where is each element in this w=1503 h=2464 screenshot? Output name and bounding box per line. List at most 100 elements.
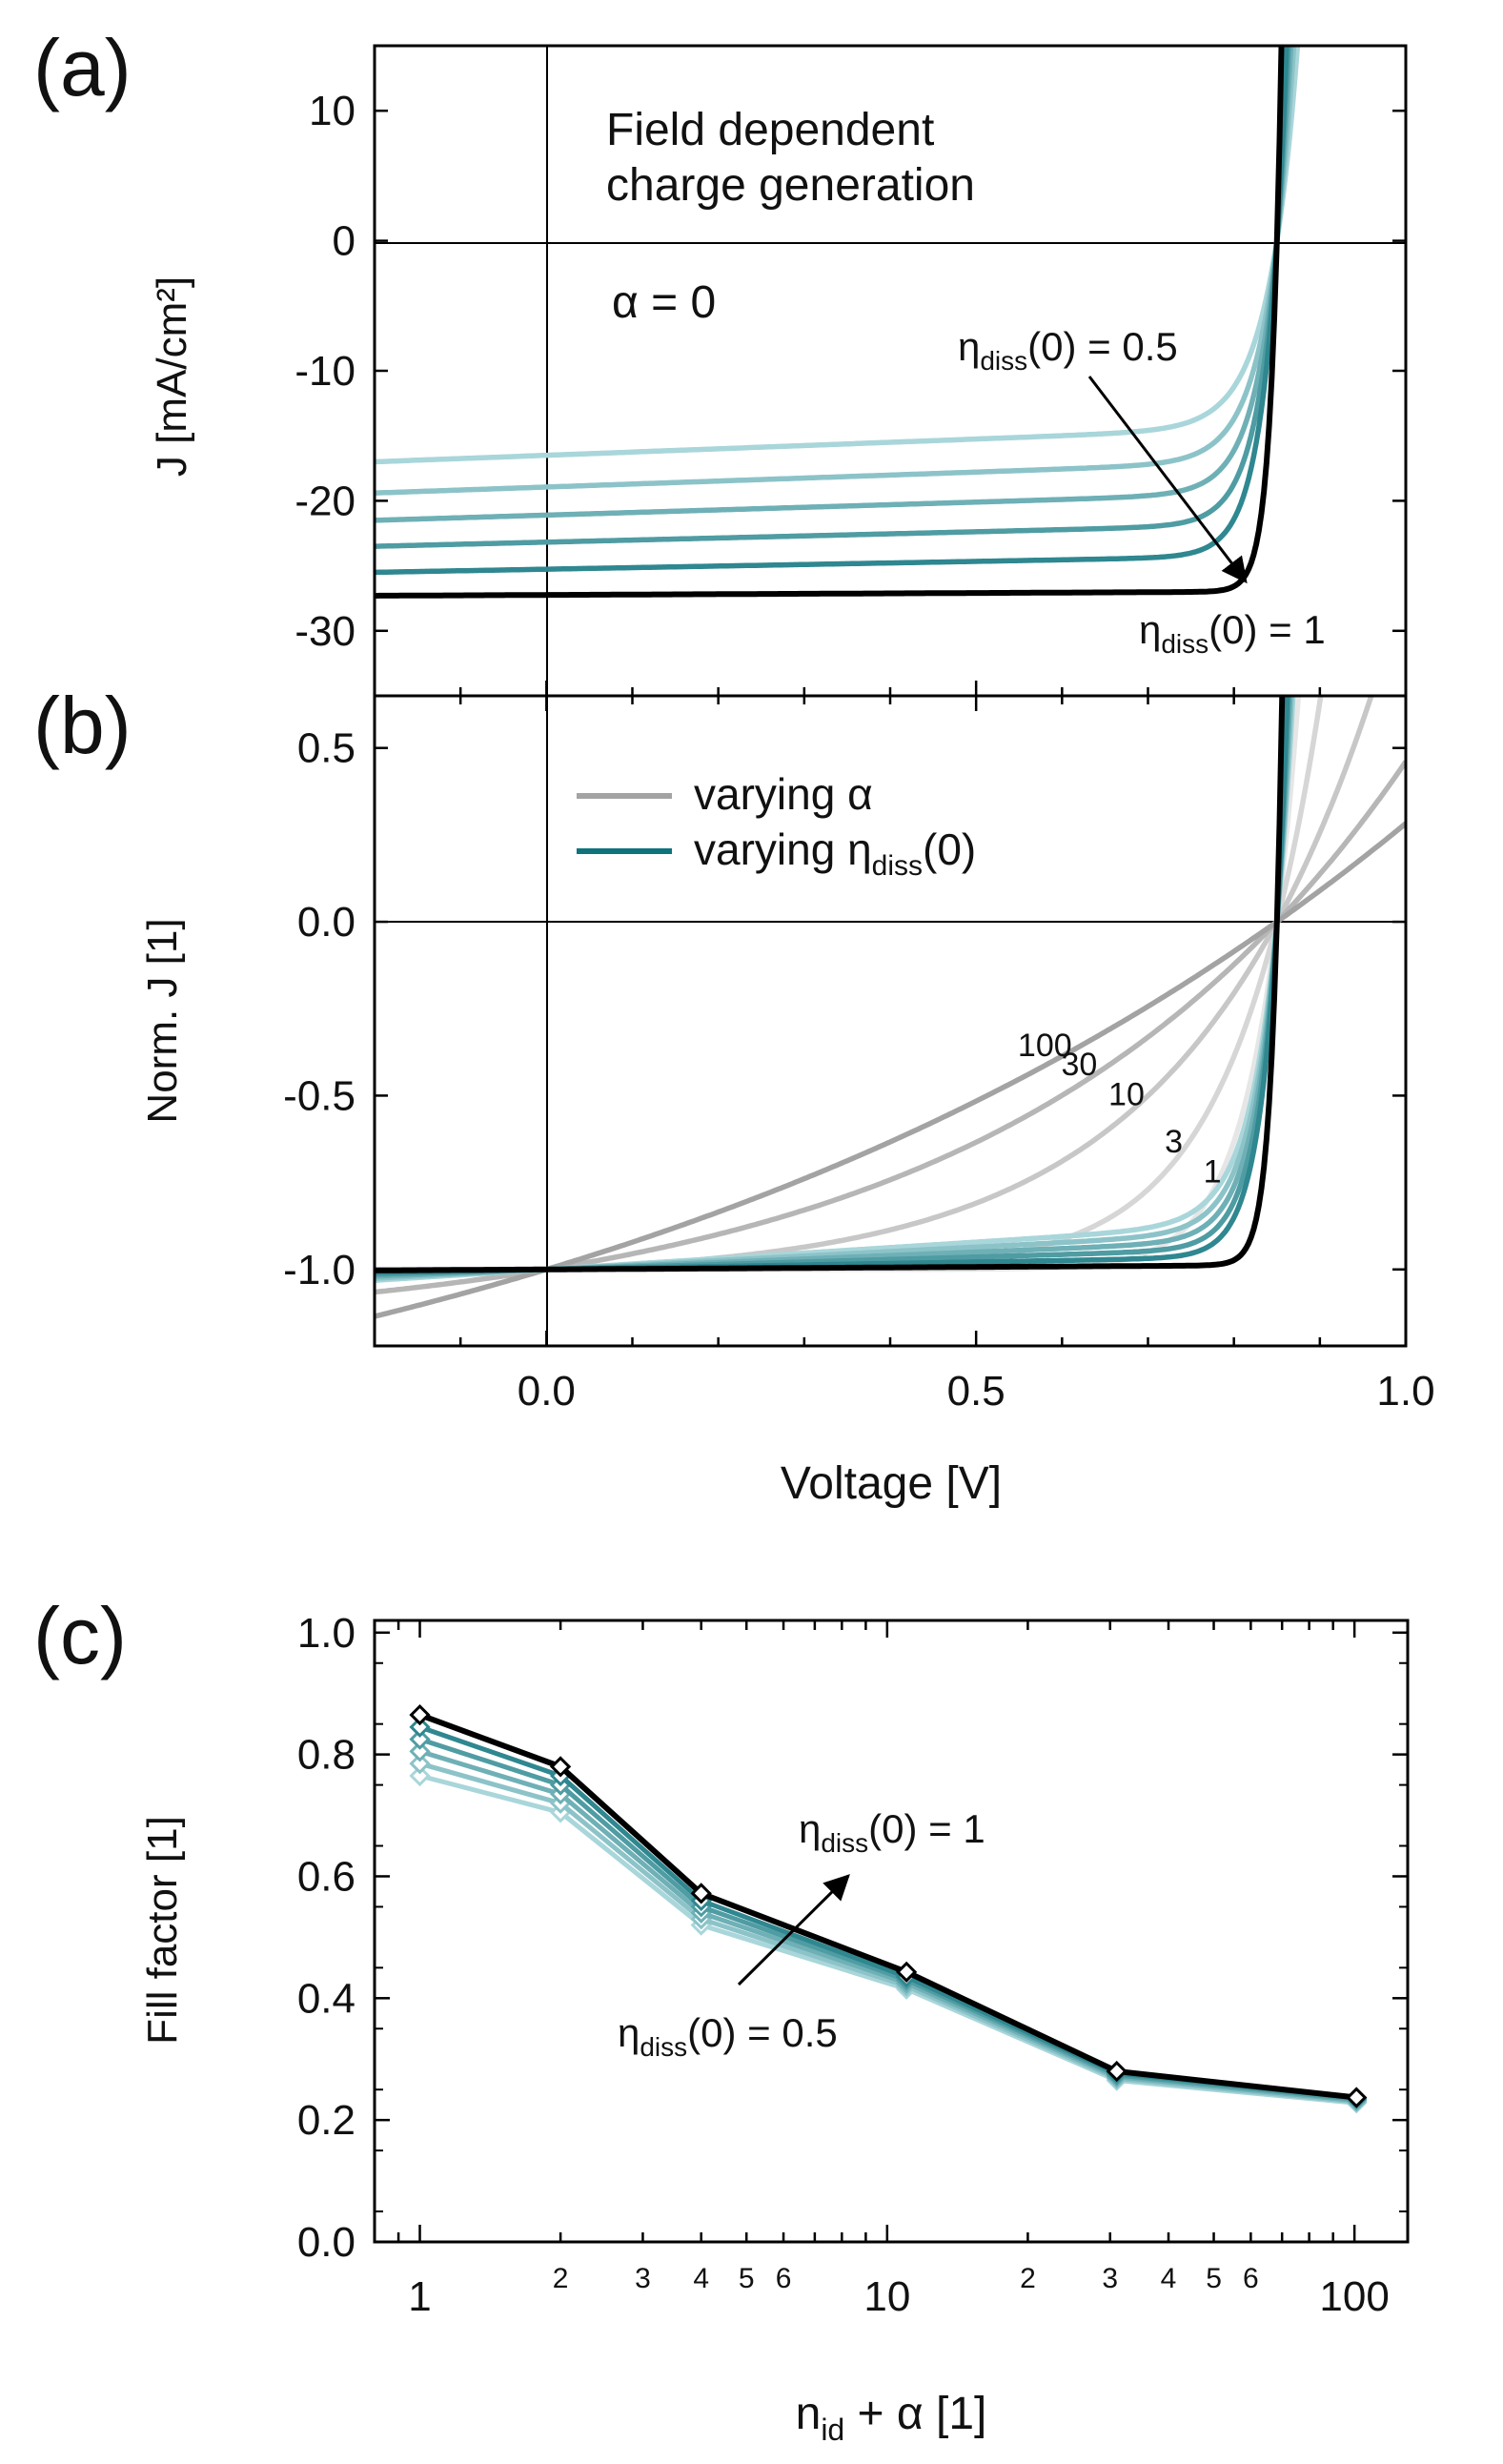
panel-c-xlabel: nid + α [1] bbox=[796, 2389, 987, 2447]
annotation-bottom-suffix: (0) = 1 bbox=[1208, 607, 1326, 652]
b-xtick-label: 0.0 bbox=[518, 1368, 576, 1415]
diss-subscript: diss bbox=[980, 346, 1027, 376]
legend-teal-suffix: (0) bbox=[923, 825, 976, 874]
a-curve-3 bbox=[375, 46, 1294, 523]
c-ytick-label: 0.8 bbox=[297, 1732, 355, 1779]
c-xtick-minor-label: 2 bbox=[553, 2263, 569, 2294]
c-xtick-minor-label: 4 bbox=[693, 2263, 709, 2294]
panel-a-annotation-bottom: ηdiss(0) = 1 bbox=[1139, 607, 1326, 659]
c-ytick-label: 0.4 bbox=[297, 1975, 355, 2022]
c-marker bbox=[409, 1703, 431, 1726]
b-teal-curve-4 bbox=[375, 696, 1291, 1277]
c-marker bbox=[409, 1764, 431, 1787]
b-alpha-label: 100 bbox=[1018, 1028, 1072, 1064]
c-ytick-label: 0.6 bbox=[297, 1853, 355, 1900]
b-xtick-label: 1.0 bbox=[1376, 1368, 1434, 1415]
panel-b-legend: varying α varying ηdiss(0) bbox=[577, 769, 976, 882]
annotation-top-suffix: (0) = 0.5 bbox=[1027, 324, 1178, 369]
panel-a: 100-10-20-30 J [mA/cm²] Field dependent … bbox=[149, 44, 1408, 698]
b-alpha-curve-30 bbox=[375, 760, 1406, 1295]
b-teal-curve-5 bbox=[375, 696, 1290, 1275]
c-xtick-minor-label: 6 bbox=[1243, 2263, 1259, 2294]
b-ytick-label: 0.5 bbox=[297, 725, 355, 772]
panel-c-curves bbox=[409, 1703, 1368, 2114]
b-alpha-label: 3 bbox=[1165, 1124, 1183, 1160]
c-line-6 bbox=[418, 1712, 1357, 2101]
c-marker bbox=[690, 1883, 712, 1904]
c-xtick-label: 10 bbox=[863, 2273, 910, 2320]
a-ytick-label: 10 bbox=[309, 88, 355, 134]
a-ytick-label: -10 bbox=[295, 348, 355, 395]
c-xtick-label: 1 bbox=[408, 2273, 431, 2320]
panel-c-frame bbox=[373, 1619, 1410, 2244]
panel-label-b: (b) bbox=[33, 681, 132, 770]
eta-symbol: η bbox=[847, 825, 872, 874]
c-marker bbox=[409, 1741, 431, 1762]
diss-subscript: diss bbox=[640, 2032, 687, 2062]
c-marker bbox=[1106, 2060, 1127, 2083]
a-ytick-label: -30 bbox=[295, 608, 355, 655]
c-marker bbox=[895, 1961, 918, 1983]
panel-b-ylabel: Norm. J [1] bbox=[139, 918, 186, 1123]
panel-label-c: (c) bbox=[33, 1591, 127, 1680]
panel-a-alpha-text: α = 0 bbox=[612, 277, 716, 328]
c-xtick-minor-label: 3 bbox=[635, 2263, 651, 2294]
a-curve-2 bbox=[375, 46, 1297, 496]
c-xtick-minor-label: 6 bbox=[776, 2263, 792, 2294]
c-ytick-label: 0.0 bbox=[297, 2219, 355, 2266]
diss-subscript: diss bbox=[1161, 629, 1208, 659]
panel-a-ylabel: J [mA/cm²] bbox=[149, 276, 195, 477]
b-ytick-label: 0.0 bbox=[297, 899, 355, 946]
panel-b-xlabel: Voltage [V] bbox=[781, 1458, 1002, 1509]
c-marker bbox=[549, 1756, 572, 1778]
diss-subscript: diss bbox=[821, 1828, 868, 1858]
legend-gray-label: varying α bbox=[694, 769, 873, 819]
legend-teal-prefix: varying bbox=[694, 825, 847, 874]
b-alpha-label: 1 bbox=[1204, 1153, 1222, 1190]
panel-c-annotation-top: ηdiss(0) = 1 bbox=[799, 1806, 985, 1858]
panel-a-ticks: 10 0 -10 -20 -30 bbox=[295, 88, 1408, 696]
eta-symbol: η bbox=[1139, 607, 1161, 652]
panel-a-box-text-2: charge generation bbox=[606, 160, 975, 211]
c-marker bbox=[1346, 2087, 1368, 2108]
a-curve-6 bbox=[375, 46, 1285, 599]
c-xtick-label: 100 bbox=[1319, 2273, 1389, 2320]
xlabel-id-subscript: id bbox=[821, 2413, 844, 2447]
c-xtick-minor-label: 2 bbox=[1020, 2263, 1036, 2294]
b-ytick-label: -0.5 bbox=[283, 1072, 355, 1119]
eta-symbol: η bbox=[618, 2010, 640, 2055]
b-xtick-label: 0.5 bbox=[947, 1368, 1005, 1415]
c-xtick-minor-label: 4 bbox=[1161, 2263, 1177, 2294]
panel-b-frame bbox=[373, 694, 1408, 1348]
b-alpha-label: 30 bbox=[1061, 1047, 1097, 1083]
b-teal-curve-6 bbox=[375, 696, 1286, 1273]
xlabel-suffix: + α [1] bbox=[844, 2389, 986, 2439]
panel-a-arrow bbox=[1087, 376, 1248, 584]
b-teal-curve-1 bbox=[375, 696, 1296, 1283]
panel-b-curves bbox=[375, 696, 1406, 1319]
xlabel-n: n bbox=[796, 2389, 822, 2439]
annotation-bottom-suffix: (0) = 0.5 bbox=[687, 2010, 838, 2055]
eta-symbol: η bbox=[958, 324, 980, 369]
panel-b-ticks: 0.5 0.0 -0.5 -1.0 0.0 0.5 1.0 bbox=[283, 696, 1435, 1415]
c-marker bbox=[409, 1753, 431, 1775]
c-xtick-minor-label: 5 bbox=[739, 2263, 755, 2294]
b-alpha-label: 10 bbox=[1108, 1077, 1145, 1113]
a-ytick-label: 0 bbox=[333, 218, 355, 265]
panel-a-curves bbox=[375, 46, 1301, 599]
a-ytick-label: -20 bbox=[295, 478, 355, 524]
a-curve-5 bbox=[375, 46, 1290, 576]
a-curve-4 bbox=[375, 46, 1291, 549]
c-ytick-label: 0.2 bbox=[297, 2097, 355, 2144]
eta-symbol: η bbox=[799, 1806, 821, 1851]
c-marker bbox=[409, 1728, 431, 1750]
a-curve-1 bbox=[375, 46, 1301, 465]
c-xtick-minor-label: 3 bbox=[1102, 2263, 1118, 2294]
panel-label-a: (a) bbox=[33, 23, 132, 112]
diss-subscript: diss bbox=[872, 850, 923, 882]
annotation-top-suffix: (0) = 1 bbox=[868, 1806, 985, 1851]
